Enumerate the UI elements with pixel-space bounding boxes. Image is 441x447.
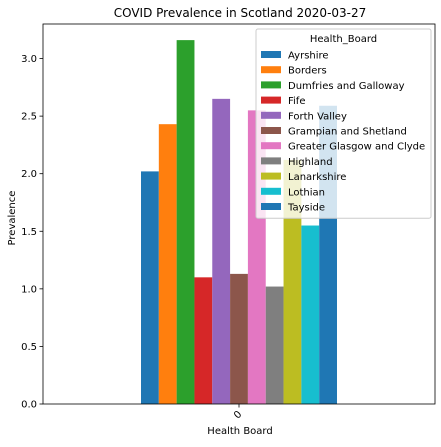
legend-swatch <box>261 127 281 134</box>
y-tick-label: 0.0 <box>21 400 37 411</box>
legend-swatch <box>261 142 281 150</box>
legend-label: Forth Valley <box>288 111 347 122</box>
chart-title: COVID Prevalence in Scotland 2020-03-27 <box>114 6 367 20</box>
y-tick-label: 1.0 <box>21 284 37 295</box>
legend-swatch <box>261 111 281 119</box>
bar-grampian-and-shetland <box>230 273 248 404</box>
y-tick-label: 2.0 <box>21 169 37 180</box>
legend: Health_Board Ayrshire Borders Dumfries and … <box>255 28 432 219</box>
legend-title: Health_Board <box>310 34 377 45</box>
legend-swatch <box>261 96 281 104</box>
legend-label: Lanarkshire <box>288 172 346 183</box>
legend-swatch <box>261 51 281 58</box>
bar-lanarkshire <box>283 159 302 404</box>
y-tick-label: 0.5 <box>21 342 37 353</box>
y-tick-label: 2.5 <box>21 112 37 123</box>
legend-swatch <box>261 187 281 195</box>
legend-swatch <box>261 203 281 210</box>
legend-swatch <box>261 66 281 74</box>
legend-swatch <box>261 157 281 165</box>
bar-highland <box>265 286 284 404</box>
legend-label: Fife <box>288 96 305 107</box>
legend-label: Highland <box>288 157 333 168</box>
axes-layer: 0.00.51.01.52.02.53.00 <box>21 23 436 421</box>
bar-lothian <box>301 225 320 404</box>
bar-borders <box>158 124 177 405</box>
legend-label: Ayrshire <box>288 51 329 62</box>
legend-label: Lothian <box>288 187 325 198</box>
x-axis-label: Health Board <box>207 426 272 437</box>
y-tick-label: 3.0 <box>21 54 37 65</box>
legend-box <box>255 28 432 219</box>
legend-label: Borders <box>288 66 327 77</box>
y-axis-label: Prevalence <box>7 191 18 246</box>
bar-fife <box>194 277 213 404</box>
legend-label: Tayside <box>287 203 325 214</box>
legend-label: Greater Glasgow and Clyde <box>288 142 425 153</box>
legend-swatch <box>261 172 281 180</box>
legend-label: Dumfries and Galloway <box>288 81 405 92</box>
legend-swatch <box>261 81 281 89</box>
bar-dumfries-and-galloway <box>176 40 195 405</box>
legend-label: Grampian and Shetland <box>288 127 407 138</box>
bar-ayrshire <box>141 171 159 404</box>
bar-forth-valley <box>212 98 231 404</box>
y-tick-label: 1.5 <box>21 227 37 238</box>
